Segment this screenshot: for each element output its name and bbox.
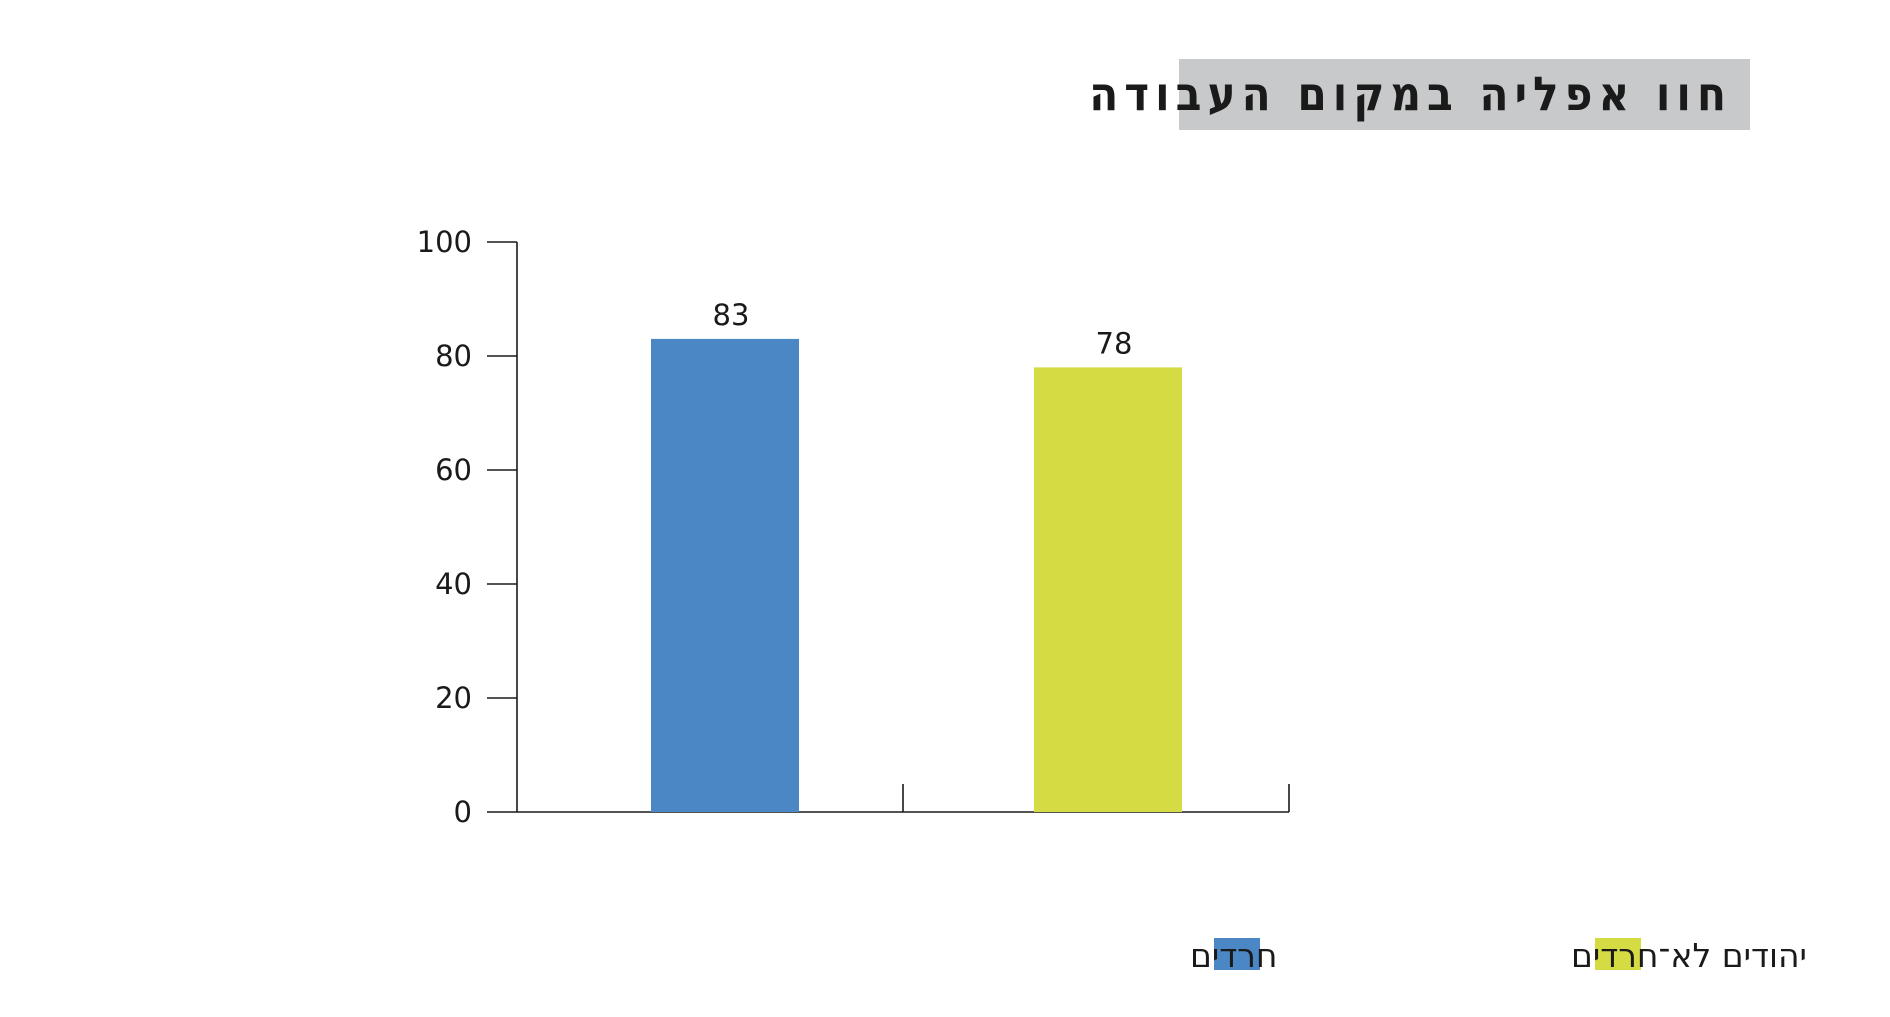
legend-label: חרדים [1190, 936, 1277, 975]
legend-swatch [1595, 938, 1641, 970]
y-tick-label: 20 [435, 681, 472, 715]
bar-value-label: 78 [1096, 326, 1133, 360]
chart-legend: חרדים יהודים לא־חרדים [1190, 936, 1807, 975]
y-tick-label: 0 [454, 795, 472, 829]
chart-title-box: חוו אפליה במקום העבודה [1089, 59, 1750, 130]
bar [651, 338, 799, 812]
y-axis-ticks: 0 20 40 60 80 100 [417, 225, 517, 829]
chart-bars: 83 78 [651, 298, 1182, 812]
y-tick-label: 40 [435, 567, 472, 601]
chart-title: חוו אפליה במקום העבודה [1089, 67, 1732, 122]
bar-value-label: 83 [713, 298, 750, 332]
y-tick-label: 100 [417, 225, 472, 259]
legend-label: יהודים לא־חרדים [1571, 936, 1807, 975]
y-tick-label: 80 [435, 339, 472, 373]
legend-swatch [1214, 938, 1260, 970]
bar [1034, 367, 1182, 812]
y-tick-label: 60 [435, 453, 472, 487]
